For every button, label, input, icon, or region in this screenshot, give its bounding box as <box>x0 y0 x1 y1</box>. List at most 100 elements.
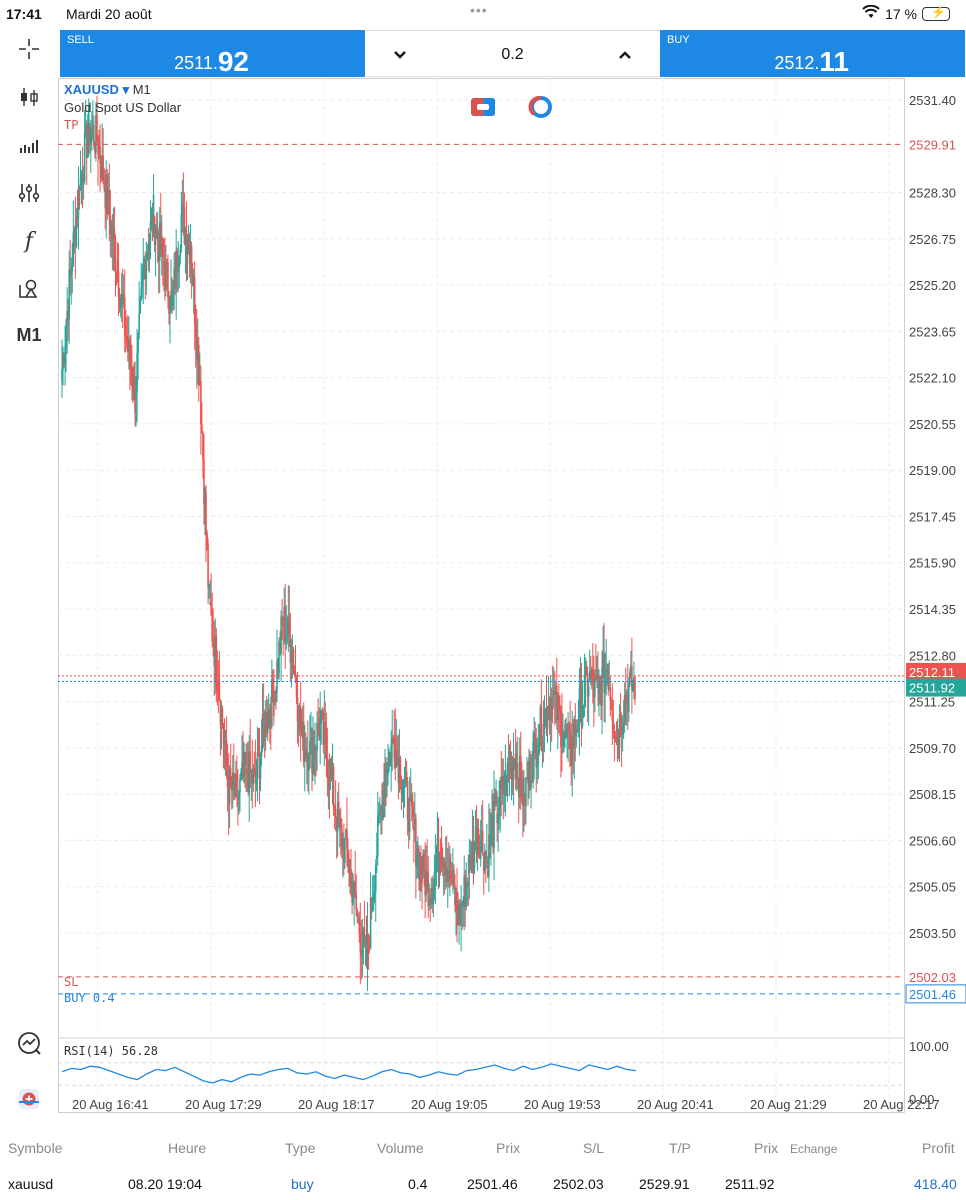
timeframe-button[interactable]: M1 <box>16 324 42 345</box>
candle-body <box>442 861 445 867</box>
candle-body <box>451 880 453 883</box>
candle-body <box>480 830 483 841</box>
candle-body <box>99 146 101 164</box>
candle-body <box>316 722 318 751</box>
candle-body <box>298 707 301 731</box>
candle-body <box>468 854 471 874</box>
candle-body <box>580 684 583 727</box>
candle-body <box>530 781 532 789</box>
sliders-icon[interactable] <box>8 176 50 210</box>
candle-body <box>452 869 454 883</box>
candle-body <box>500 780 503 788</box>
col-type[interactable]: Type <box>285 1140 316 1156</box>
add-window-icon[interactable] <box>8 1082 50 1116</box>
function-icon[interactable]: f <box>24 228 34 254</box>
candle-body <box>359 933 362 953</box>
col-volume[interactable]: Volume <box>377 1140 424 1156</box>
candle-body <box>378 813 380 816</box>
candle-body <box>494 801 496 805</box>
y-tick-label: 2512.80 <box>909 648 956 663</box>
candle-body <box>226 770 229 788</box>
candle-body <box>240 771 242 779</box>
symbol-dropdown-icon[interactable]: ▾ <box>122 82 130 97</box>
candle-body <box>550 697 553 717</box>
candle-body <box>335 817 338 832</box>
candle-body <box>284 606 287 642</box>
buy-position-label[interactable]: BUY 0.4 <box>64 991 115 1005</box>
candle-body <box>85 124 88 159</box>
candle-body <box>162 238 164 257</box>
candle-body <box>67 310 69 320</box>
candle-body <box>142 269 145 280</box>
candle-body <box>443 861 446 876</box>
crosshair-icon[interactable] <box>8 32 50 66</box>
status-right: 17 % ⚡ <box>862 5 950 22</box>
trend-circle-icon[interactable] <box>8 1026 50 1060</box>
shapes-icon[interactable] <box>8 272 50 306</box>
candle-body <box>415 818 417 867</box>
price-chart[interactable]: 2531.40 2528.30 2526.75 2525.20 2523.65 2522.… <box>58 78 966 1113</box>
candle-body <box>420 857 422 875</box>
y-tick-label: 2525.20 <box>909 278 956 293</box>
buy-button[interactable]: BUY 2512.11 <box>660 30 965 77</box>
candle-body <box>259 756 262 779</box>
sl-price-tag-bg <box>906 967 966 986</box>
candle-body <box>70 270 73 277</box>
col-symbol[interactable]: Symbole <box>8 1140 63 1156</box>
col-profit[interactable]: Profit <box>922 1140 955 1156</box>
candle-body <box>166 262 168 264</box>
candle-body <box>104 188 107 209</box>
candle-body <box>565 724 567 737</box>
candle-body <box>476 833 479 855</box>
market-depth-icon[interactable] <box>528 96 554 118</box>
chart-symbol[interactable]: XAUUSD ▾ M1 <box>64 82 151 98</box>
col-tp[interactable]: T/P <box>669 1140 691 1156</box>
col-price[interactable]: Prix <box>496 1140 521 1156</box>
chevron-down-icon[interactable] <box>388 43 412 67</box>
x-tick-label: 20 Aug 19:53 <box>524 1097 601 1112</box>
sell-button[interactable]: SELL 2511.92 <box>60 30 365 77</box>
candle-body <box>92 125 94 130</box>
candle-body <box>488 834 490 877</box>
candle-body <box>103 181 105 189</box>
candle-body <box>202 431 204 460</box>
candlestick-icon[interactable] <box>8 80 50 114</box>
candle-body <box>329 764 332 769</box>
chevron-up-icon[interactable] <box>613 43 637 67</box>
candle-body <box>607 664 610 690</box>
candle-body <box>120 293 123 299</box>
candle-body <box>577 723 580 731</box>
candle-body <box>330 764 333 778</box>
bar-chart-icon[interactable] <box>8 128 50 162</box>
status-date: Mardi 20 août <box>66 6 152 22</box>
candle-body <box>598 681 600 695</box>
candle-body <box>111 223 114 240</box>
chart-canvas[interactable]: 2531.40 2528.30 2526.75 2525.20 2523.65 2522.… <box>58 78 966 1113</box>
candle-body <box>542 723 545 734</box>
one-click-trading-icon[interactable] <box>470 96 496 118</box>
candle-body <box>178 256 181 269</box>
candle-body <box>383 790 385 796</box>
candle-body <box>579 684 582 710</box>
multitask-dots[interactable]: ••• <box>470 2 488 18</box>
candle-body <box>83 132 86 182</box>
candle-body <box>164 267 166 290</box>
lot-value[interactable]: 0.2 <box>501 46 524 63</box>
x-tick-label: 20 Aug 17:29 <box>185 1097 262 1112</box>
candle-body <box>61 369 63 381</box>
candle-body <box>257 752 260 754</box>
candle-body <box>107 189 110 202</box>
candle-body <box>291 650 294 663</box>
candle-body <box>363 927 366 941</box>
candle-body <box>507 762 510 771</box>
candle-body <box>381 806 383 820</box>
status-time: 17:41 <box>6 6 42 22</box>
col-current-price[interactable]: Prix <box>754 1140 779 1156</box>
candle-body <box>537 752 540 764</box>
col-sl[interactable]: S/L <box>583 1140 605 1156</box>
col-exchange[interactable]: Echange <box>790 1142 838 1156</box>
col-time[interactable]: Heure <box>168 1140 207 1156</box>
candle-body <box>262 713 265 723</box>
candle-body <box>286 636 289 638</box>
candle-body <box>613 730 616 739</box>
